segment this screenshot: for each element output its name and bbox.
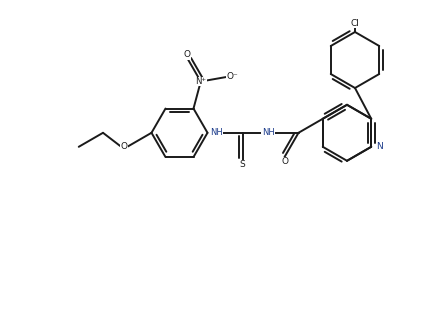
Text: O: O xyxy=(121,142,128,151)
Text: O: O xyxy=(281,157,288,166)
Text: S: S xyxy=(240,160,245,169)
Text: N: N xyxy=(376,142,383,151)
Text: Cl: Cl xyxy=(350,19,360,27)
Text: N: N xyxy=(265,128,272,137)
Text: O⁻: O⁻ xyxy=(227,72,239,81)
Text: N⁺: N⁺ xyxy=(195,77,206,86)
Text: O: O xyxy=(183,50,190,59)
Text: NH: NH xyxy=(262,128,275,137)
Text: NH: NH xyxy=(210,128,223,137)
Text: H: H xyxy=(261,128,267,137)
